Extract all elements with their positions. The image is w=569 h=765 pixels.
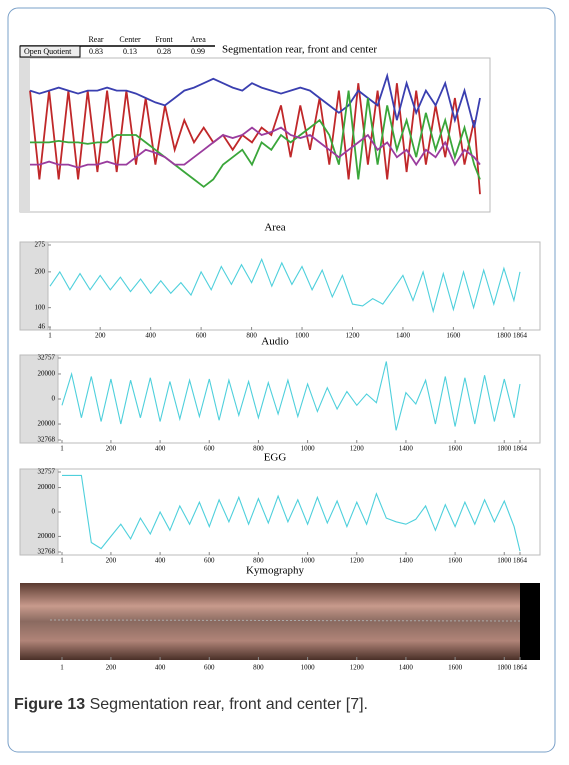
- oq-value: 0.83: [89, 47, 103, 56]
- series-line: [61, 361, 521, 431]
- series-line: [29, 72, 481, 128]
- caption: Figure 13 Segmentation rear, front and c…: [14, 696, 368, 714]
- plot-area: [57, 468, 541, 556]
- x-tick-label: 400: [145, 332, 156, 340]
- x-tick-label: 1800: [497, 445, 512, 453]
- x-tick-label: 1: [60, 445, 64, 453]
- x-tick-label: 1000: [301, 664, 316, 672]
- y-tick-label: 0: [52, 508, 56, 516]
- oq-column: Front: [155, 35, 173, 44]
- y-tick-label: 200: [35, 267, 46, 275]
- x-tick-label: 200: [106, 557, 117, 565]
- x-tick-label: 800: [253, 557, 264, 565]
- x-tick-label: 200: [95, 332, 106, 340]
- series-line: [30, 126, 481, 169]
- x-tick-label: 400: [155, 557, 166, 565]
- panel-title: Kymography: [246, 565, 305, 577]
- y-tick-label: 46: [38, 323, 46, 331]
- oq-column: Center: [119, 35, 141, 44]
- x-tick-label: 1600: [448, 664, 463, 672]
- x-tick-label: 1400: [399, 445, 414, 453]
- y-tick-label: 0: [52, 395, 56, 403]
- x-tick-label: 800: [253, 445, 264, 453]
- series-line: [30, 90, 481, 188]
- x-tick-label: 200: [106, 664, 117, 672]
- oq-header-band: [20, 35, 215, 47]
- x-tick-label: 1200: [345, 332, 360, 340]
- y-tick-label: 20000: [38, 483, 56, 491]
- x-tick-label: 400: [155, 664, 166, 672]
- y-tick-label: 32768: [38, 548, 56, 556]
- x-tick-label: 1600: [448, 557, 463, 565]
- oq-value: 0.28: [157, 47, 171, 56]
- y-tick-label: 32757: [38, 354, 56, 362]
- y-tick-label: 32768: [38, 436, 56, 444]
- caption-label: Figure 13: [14, 696, 86, 713]
- x-tick-label: 1000: [301, 445, 316, 453]
- x-tick-label: 1600: [448, 445, 463, 453]
- x-tick-label: 1200: [350, 664, 365, 672]
- caption-text: Segmentation rear, front and center [7].: [89, 696, 368, 713]
- x-tick-label: 1800: [497, 557, 512, 565]
- x-tick-label: 600: [196, 332, 207, 340]
- x-tick-label: 1200: [350, 557, 365, 565]
- panel-title: Segmentation rear, front and center: [222, 44, 377, 56]
- x-tick-label: 1: [60, 664, 64, 672]
- x-tick-label: 1864: [513, 557, 528, 565]
- x-tick-label: 200: [106, 445, 117, 453]
- x-tick-label: 800: [246, 332, 257, 340]
- plot-area: [19, 57, 491, 213]
- oq-column: Rear: [88, 35, 103, 44]
- panel-title: EGG: [264, 452, 287, 464]
- x-tick-label: 1400: [399, 557, 414, 565]
- panel-title: Area: [264, 222, 285, 234]
- y-axis-strip: [20, 58, 30, 212]
- y-axis-strip: [19, 354, 59, 444]
- x-tick-label: 600: [204, 557, 215, 565]
- x-tick-label: 1400: [396, 332, 411, 340]
- x-tick-label: 1000: [301, 557, 316, 565]
- x-tick-label: 1000: [295, 332, 310, 340]
- oq-value: 0.13: [123, 47, 137, 56]
- y-tick-label: 275: [35, 241, 46, 249]
- x-tick-label: 1400: [399, 664, 414, 672]
- y-tick-label: 20000: [38, 420, 56, 428]
- x-tick-label: 1: [60, 557, 64, 565]
- panel-title: Audio: [261, 336, 289, 348]
- x-tick-label: 400: [155, 445, 166, 453]
- x-tick-label: 1864: [513, 664, 528, 672]
- oq-label: Open Quotient: [24, 47, 72, 56]
- y-tick-label: 32757: [38, 468, 56, 476]
- y-tick-label: 20000: [38, 370, 56, 378]
- oq-label-box: [19, 45, 81, 58]
- series-line: [49, 257, 521, 314]
- series-line: [62, 474, 521, 552]
- x-tick-label: 1800: [497, 664, 512, 672]
- plot-area: [57, 354, 541, 444]
- x-tick-label: 600: [204, 664, 215, 672]
- frame: [7, 7, 556, 753]
- x-tick-label: 600: [204, 445, 215, 453]
- oq-column: Area: [190, 35, 206, 44]
- y-tick-label: 100: [35, 303, 46, 311]
- x-tick-label: 1800: [497, 332, 512, 340]
- y-axis-strip: [19, 241, 49, 331]
- x-tick-label: 1864: [513, 332, 528, 340]
- kymography-edge: [520, 583, 540, 660]
- oq-value: 0.99: [191, 47, 205, 56]
- y-axis-strip: [19, 468, 59, 556]
- x-tick-label: 1: [48, 332, 52, 340]
- y-tick-label: 20000: [38, 532, 56, 540]
- x-tick-label: 1864: [513, 445, 528, 453]
- x-tick-label: 1200: [350, 445, 365, 453]
- series-line: [29, 83, 481, 195]
- x-tick-label: 1600: [446, 332, 461, 340]
- plot-area: [47, 241, 541, 331]
- x-tick-label: 800: [253, 664, 264, 672]
- kymography-image: [20, 583, 520, 660]
